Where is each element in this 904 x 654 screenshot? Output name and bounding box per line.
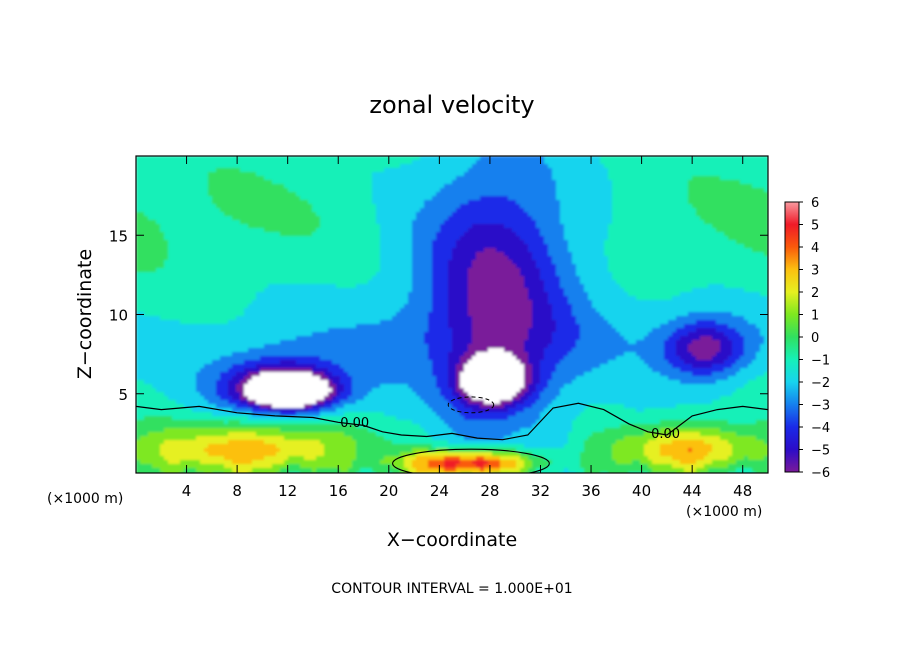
colorbar-tick-label: −2	[811, 376, 830, 391]
colorbar-tick-label: 5	[811, 219, 819, 234]
y-axis-label: Z−coordinate	[74, 249, 96, 379]
x-tick-label: 8	[232, 482, 242, 500]
x-axis-label: X−coordinate	[387, 529, 517, 551]
colorbar-tick-label: −1	[811, 354, 830, 369]
x-tick-label: 24	[430, 482, 449, 500]
contour-interval-note: CONTOUR INTERVAL = 1.000E+01	[331, 581, 572, 597]
x-tick-label: 16	[329, 482, 348, 500]
colorbar-tick-label: −6	[811, 466, 830, 481]
closed-contour	[392, 448, 550, 473]
x-tick-label: 12	[278, 482, 297, 500]
colorbar-tick-label: −5	[811, 444, 830, 459]
y-axis-ticks: 5 10 15	[109, 227, 768, 404]
colorbar-tick-label: 6	[811, 196, 819, 211]
velocity-field	[136, 156, 768, 473]
x-tick-label: 40	[632, 482, 651, 500]
colorbar-ticks: 6 5 4 3 2 1 0 −1 −2 −3 −4 −5 −6	[799, 196, 830, 481]
y-tick-label: 15	[109, 227, 128, 245]
colorbar: 6 5 4 3 2 1 0 −1 −2 −3 −4 −5 −6	[784, 196, 830, 481]
colorbar-tick-label: −4	[811, 421, 830, 436]
x-tick-label: 48	[733, 482, 752, 500]
y-tick-label: 5	[118, 386, 128, 404]
colorbar-tick-label: 0	[811, 331, 819, 346]
x-tick-label: 4	[182, 482, 192, 500]
x-tick-label: 28	[480, 482, 499, 500]
x-axis-ticks: 4 8 12 16 20 24 28 32 36 40 44 48	[182, 156, 752, 500]
colorbar-tick-label: 3	[811, 264, 819, 279]
x-tick-label: 20	[379, 482, 398, 500]
contour-label: 0.00	[651, 427, 680, 442]
x-unit-label: (×1000 m)	[47, 491, 123, 507]
x-unit-label-right: (×1000 m)	[686, 504, 762, 520]
colorbar-tick-label: 4	[811, 241, 819, 256]
y-tick-label: 10	[109, 307, 128, 325]
x-tick-label: 44	[683, 482, 702, 500]
contour-labels: 0.00 0.00	[340, 416, 680, 442]
colorbar-tick-label: 2	[811, 286, 819, 301]
zero-contours	[136, 396, 768, 473]
zero-contour-line	[136, 402, 768, 441]
x-tick-label: 32	[531, 482, 550, 500]
x-tick-label: 36	[581, 482, 600, 500]
contour-label: 0.00	[340, 416, 369, 431]
chart-title: zonal velocity	[369, 91, 534, 119]
colorbar-tick-label: 1	[811, 309, 819, 324]
dashed-contour	[447, 396, 495, 414]
colorbar-tick-label: −3	[811, 399, 830, 414]
colorbar-ramp	[784, 201, 800, 473]
